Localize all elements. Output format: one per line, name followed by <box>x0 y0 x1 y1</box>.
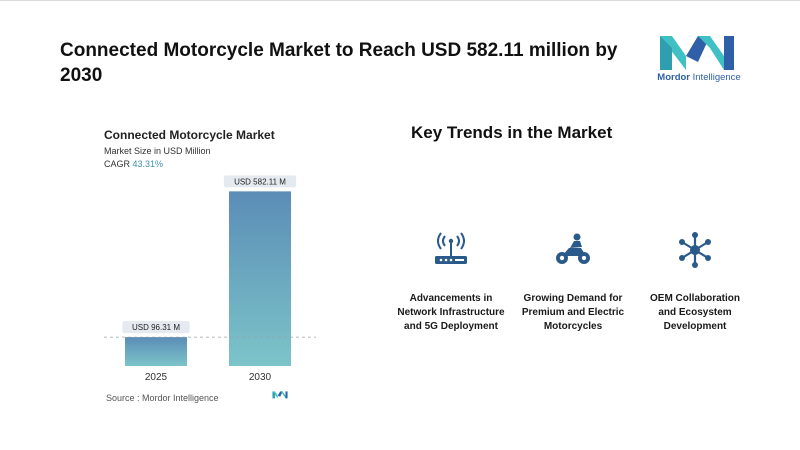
bar-2030 <box>229 191 291 366</box>
data-label-bg <box>223 175 297 188</box>
network-hub-icon <box>679 232 711 268</box>
page-headline: Connected Motorcycle Market to Reach USD… <box>60 40 618 86</box>
trend-item-premium-motorcycles: Growing Demand for Premium and Electric … <box>518 230 628 334</box>
mordor-small-logo-icon <box>272 391 288 399</box>
category-label: 2025 <box>145 372 168 382</box>
top-divider <box>0 0 800 1</box>
trend-label: Advancements in Network Infrastructure a… <box>397 293 505 332</box>
brand-name: Mordor Intelligence <box>657 72 741 83</box>
mordor-logo-icon <box>660 36 734 70</box>
bar-chart-svg: USD 96.31 M 2025 USD 582.11 M 2030 <box>104 175 316 382</box>
chart-title: Connected Motorcycle Market <box>104 128 275 142</box>
data-label: USD 96.31 M <box>132 323 180 332</box>
trend-item-network: Advancements in Network Infrastructure a… <box>396 230 506 334</box>
trend-label: OEM Collaboration and Ecosystem Developm… <box>650 293 740 332</box>
data-label: USD 582.11 M <box>234 177 286 186</box>
chart-subtitle: Market Size in USD Million <box>104 146 211 156</box>
category-label: 2030 <box>249 372 272 382</box>
trends-title: Key Trends in the Market <box>411 123 613 142</box>
chart-cagr: CAGR 43.31% <box>104 159 164 169</box>
bar-2025 <box>125 337 187 366</box>
data-label-bg <box>122 321 190 334</box>
trend-item-oem-collaboration: OEM Collaboration and Ecosystem Developm… <box>640 230 750 334</box>
motorcycle-rider-icon <box>556 233 590 264</box>
router-signal-icon <box>435 232 467 264</box>
source-note: Source : Mordor Intelligence <box>106 393 219 403</box>
trend-label: Growing Demand for Premium and Electric … <box>521 293 625 332</box>
